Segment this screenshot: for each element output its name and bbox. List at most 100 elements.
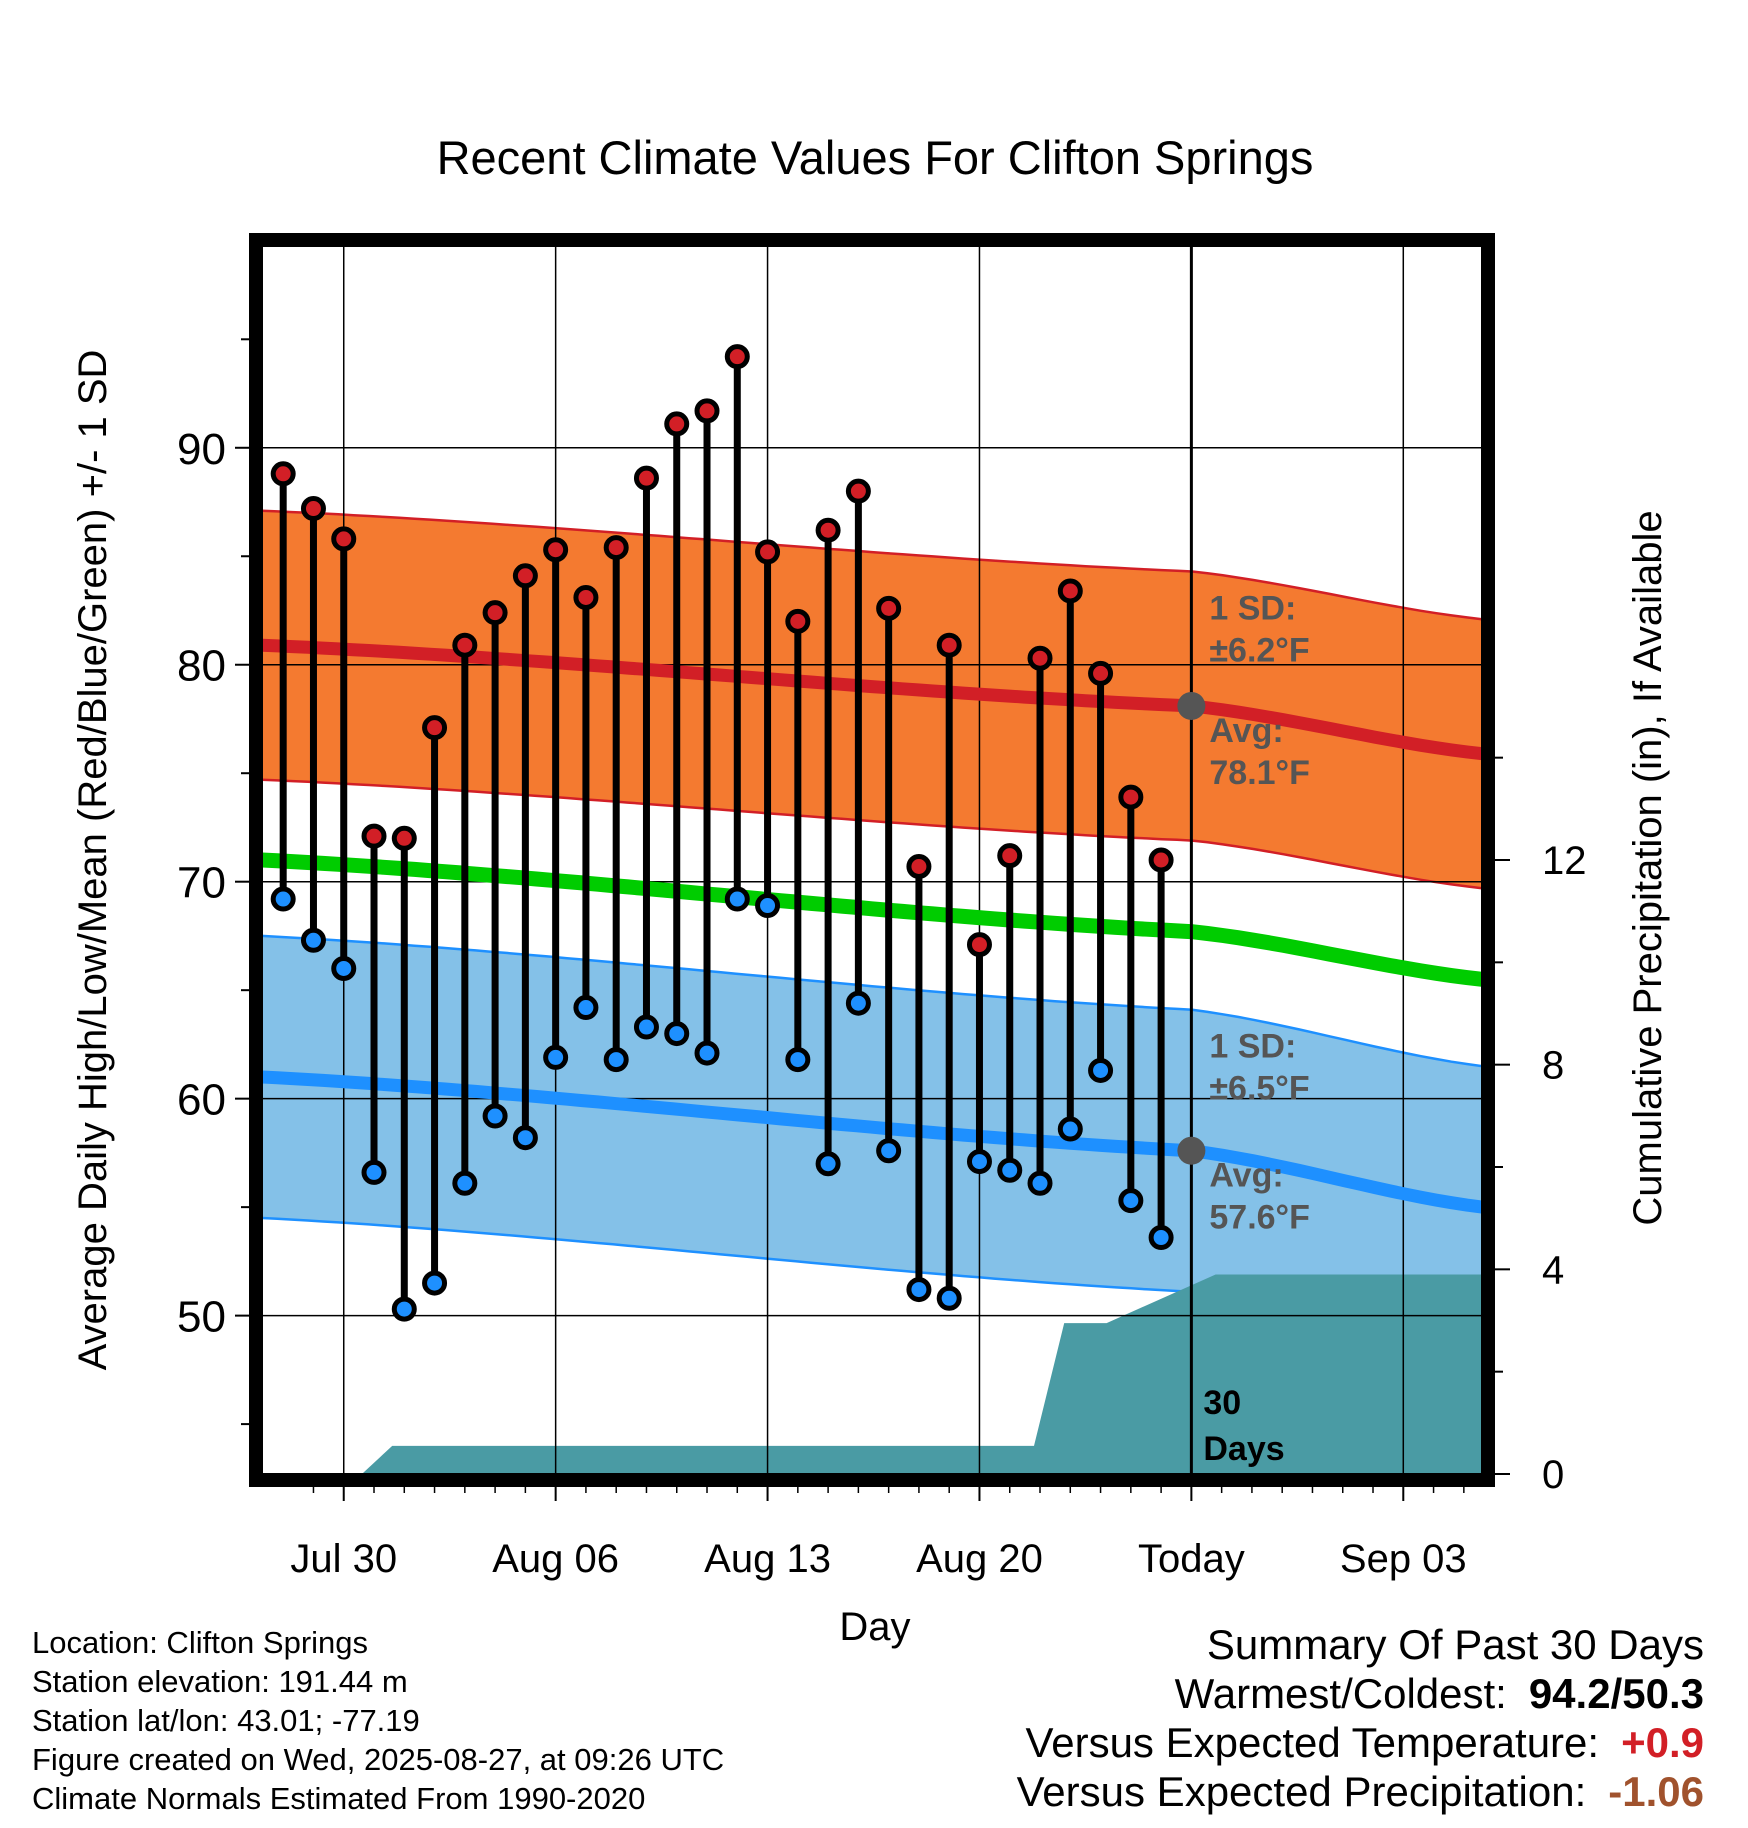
warmest-coldest-value: 94.2/50.3: [1528, 1670, 1704, 1717]
y-axis-label: Average Daily High/Low/Mean (Red/Blue/Gr…: [71, 350, 115, 1371]
high-temp-point: [755, 539, 781, 565]
low-sd-band: [262, 935, 1482, 1349]
low-temp-point: [815, 1151, 841, 1177]
low-temp-point: [603, 1047, 629, 1073]
high-temp-point: [512, 563, 538, 589]
chart-title: Recent Climate Values For Clifton Spring…: [437, 131, 1314, 184]
x-tick-label: Today: [1138, 1537, 1245, 1581]
high-temp-point: [270, 461, 296, 487]
summary-warmest-coldest: Warmest/Coldest: 94.2/50.3: [1017, 1669, 1704, 1718]
high-sd-band: [262, 510, 1482, 889]
x-axis-label: Day: [839, 1605, 910, 1649]
low-temp-point: [997, 1157, 1023, 1183]
high-temp-point: [1088, 660, 1114, 686]
y2-axis-label: Cumulative Precipitation (in), If Availa…: [1626, 510, 1670, 1225]
high-temp-point: [815, 517, 841, 543]
y-tick-label: 80: [177, 642, 226, 691]
high-temp-point: [391, 825, 417, 851]
high-temp-point: [361, 823, 387, 849]
y-tick-label: 50: [177, 1293, 226, 1342]
high-avg-label: Avg:: [1209, 712, 1283, 750]
low-temp-point: [422, 1270, 448, 1296]
station-info: Location: Clifton Springs Station elevat…: [32, 1623, 724, 1818]
high-temp-point: [876, 595, 902, 621]
x-tick-label: Aug 06: [492, 1537, 619, 1581]
created-text: Figure created on Wed, 2025-08-27, at 09…: [32, 1742, 725, 1777]
high-sd-value: ±6.2°F: [1209, 631, 1309, 669]
high-temp-point: [1118, 784, 1144, 810]
warmest-coldest-label: Warmest/Coldest:: [1174, 1670, 1507, 1717]
plot-frame: [249, 233, 1495, 1487]
x-tick-label: Aug 20: [916, 1537, 1043, 1581]
y2-tick-label: 0: [1542, 1453, 1564, 1497]
x-tick-label: Sep 03: [1340, 1537, 1467, 1581]
low-temp-point: [1027, 1170, 1053, 1196]
x-tick-label: Aug 13: [704, 1537, 831, 1581]
high-avg-value: 78.1°F: [1209, 754, 1310, 792]
precip-anomaly-value: -1.06: [1608, 1768, 1704, 1815]
low-temp-point: [906, 1277, 932, 1303]
summary-precip: Versus Expected Precipitation: -1.06: [1017, 1767, 1704, 1816]
low-temp-point: [512, 1125, 538, 1151]
high-temp-point: [906, 854, 932, 880]
low-temp-point: [361, 1159, 387, 1185]
low-temp-point: [543, 1044, 569, 1070]
latlon-text: Station lat/lon: 43.01; -77.19: [32, 1703, 420, 1738]
low-temp-point: [1057, 1116, 1083, 1142]
high-temp-point: [845, 478, 871, 504]
low-temp-point: [664, 1021, 690, 1047]
y-tick-label: 70: [177, 859, 226, 908]
plot-area: [262, 246, 1482, 1474]
elevation-text: Station elevation: 191.44 m: [32, 1664, 408, 1699]
high-temp-point: [936, 632, 962, 658]
high-temp-point: [694, 398, 720, 424]
low-temp-point: [845, 990, 871, 1016]
high-temp-point: [482, 600, 508, 626]
high-temp-point: [573, 584, 599, 610]
low-sd-value: ±6.5°F: [1209, 1070, 1309, 1108]
low-temp-point: [633, 1014, 659, 1040]
high-temp-point: [997, 843, 1023, 869]
y2-tick-label: 12: [1542, 839, 1587, 883]
low-temp-point: [966, 1149, 992, 1175]
high-temp-point: [724, 344, 750, 370]
low-temp-point: [724, 886, 750, 912]
today-high-avg-marker: [1177, 691, 1206, 720]
summary-panel: Summary Of Past 30 Days Warmest/Coldest:…: [1017, 1620, 1704, 1816]
normals-text: Climate Normals Estimated From 1990-2020: [32, 1781, 646, 1816]
precip-anomaly-label: Versus Expected Precipitation:: [1016, 1768, 1587, 1815]
low-avg-label: Avg:: [1209, 1157, 1283, 1195]
high-temp-point: [331, 526, 357, 552]
high-temp-point: [300, 496, 326, 522]
high-temp-point: [452, 632, 478, 658]
high-temp-point: [1148, 847, 1174, 873]
low-temp-point: [573, 995, 599, 1021]
high-temp-point: [664, 411, 690, 437]
low-avg-value: 57.6°F: [1209, 1199, 1310, 1237]
high-temp-point: [1057, 578, 1083, 604]
today-count-label: 30: [1203, 1384, 1241, 1422]
low-temp-point: [876, 1138, 902, 1164]
summary-heading: Summary Of Past 30 Days: [1206, 1621, 1704, 1668]
high-temp-point: [1027, 645, 1053, 671]
low-temp-point: [936, 1285, 962, 1311]
low-sd-label: 1 SD:: [1209, 1028, 1296, 1066]
high-temp-point: [543, 537, 569, 563]
low-temp-point: [391, 1296, 417, 1322]
summary-temp: Versus Expected Temperature: +0.9: [1017, 1718, 1704, 1767]
y2-tick-label: 4: [1542, 1248, 1564, 1292]
high-temp-point: [966, 932, 992, 958]
low-temp-point: [270, 886, 296, 912]
low-temp-point: [1148, 1225, 1174, 1251]
high-sd-label: 1 SD:: [1209, 589, 1296, 627]
low-temp-point: [1118, 1188, 1144, 1214]
today-low-avg-marker: [1177, 1136, 1206, 1165]
high-band-upper-edge: [262, 509, 1482, 621]
high-temp-point: [422, 715, 448, 741]
y-tick-label: 60: [177, 1076, 226, 1125]
high-temp-point: [603, 535, 629, 561]
y-tick-label: 90: [177, 425, 226, 474]
high-temp-point: [785, 608, 811, 634]
today-days-label: Days: [1203, 1430, 1284, 1468]
